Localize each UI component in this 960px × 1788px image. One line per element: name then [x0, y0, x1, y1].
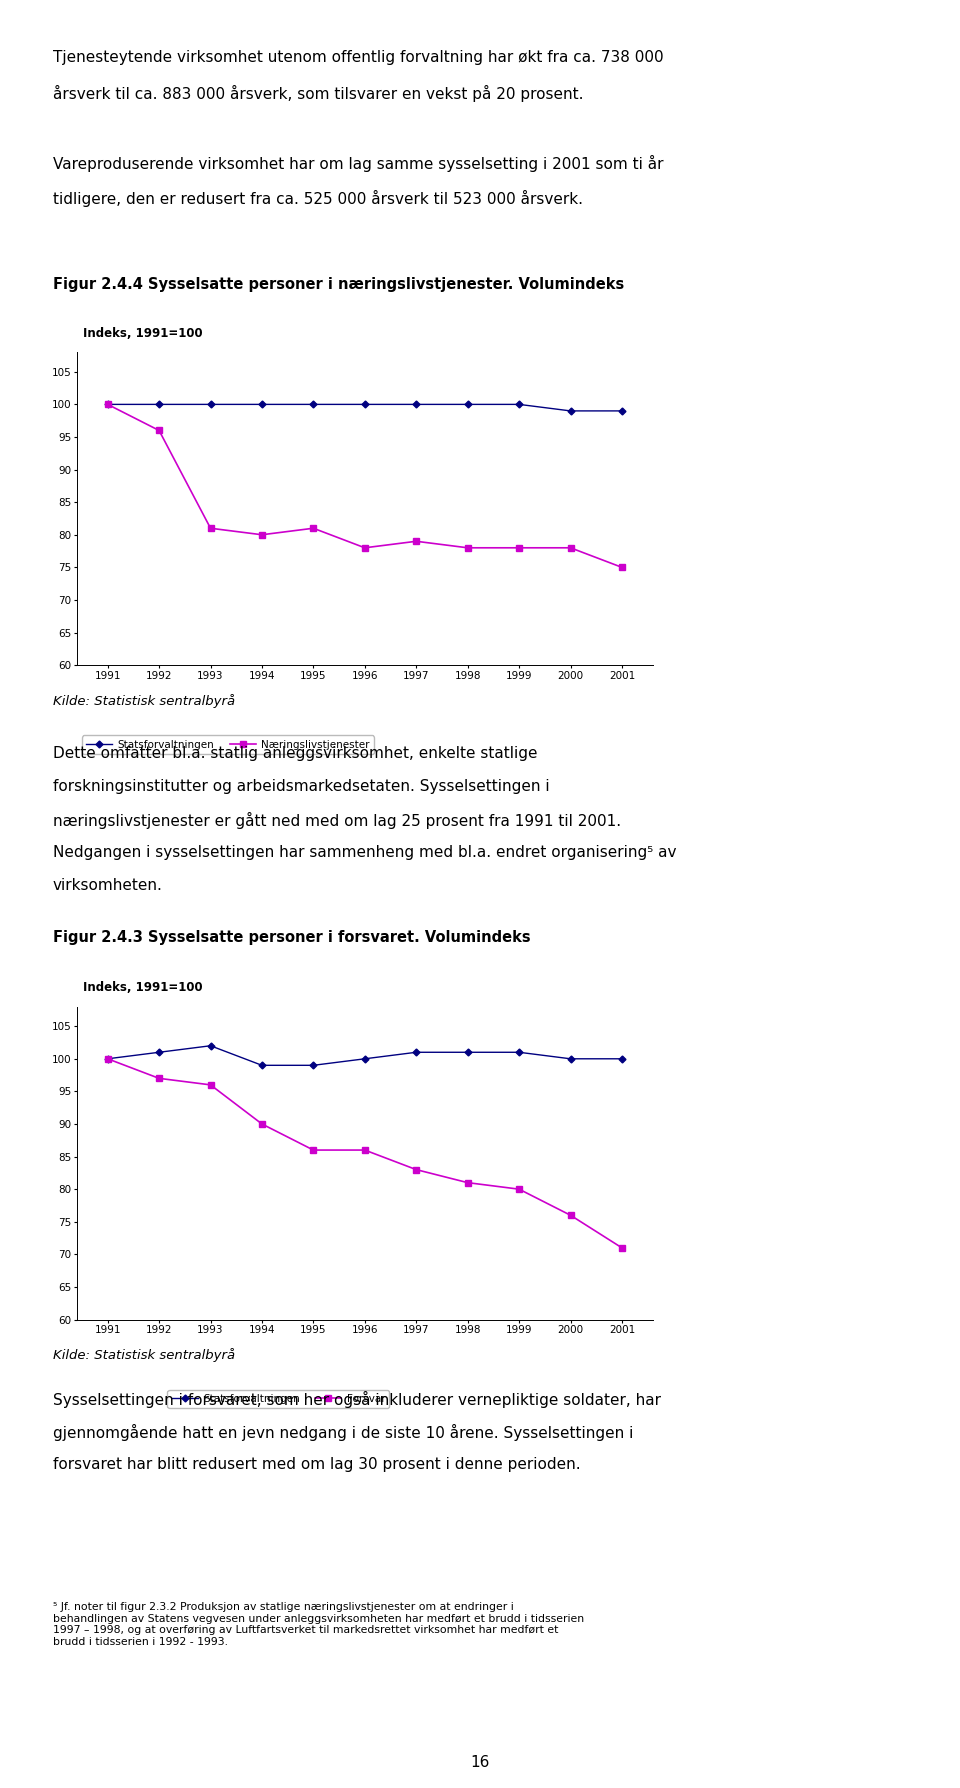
- Text: Figur 2.4.4 Sysselsatte personer i næringslivstjenester. Volumindeks: Figur 2.4.4 Sysselsatte personer i nærin…: [53, 277, 624, 291]
- Text: Kilde: Statistisk sentralbyrå: Kilde: Statistisk sentralbyrå: [53, 694, 235, 708]
- Text: forskningsinstitutter og arbeidsmarkedsetaten. Sysselsettingen i: forskningsinstitutter og arbeidsmarkedse…: [53, 780, 549, 794]
- Text: Indeks, 1991=100: Indeks, 1991=100: [83, 327, 203, 340]
- Text: Nedgangen i sysselsettingen har sammenheng med bl.a. endret organisering⁵ av: Nedgangen i sysselsettingen har sammenhe…: [53, 846, 676, 860]
- Text: gjennomgående hatt en jevn nedgang i de siste 10 årene. Sysselsettingen i: gjennomgående hatt en jevn nedgang i de …: [53, 1423, 634, 1441]
- Text: tidligere, den er redusert fra ca. 525 000 årsverk til 523 000 årsverk.: tidligere, den er redusert fra ca. 525 0…: [53, 190, 583, 207]
- Text: Kilde: Statistisk sentralbyrå: Kilde: Statistisk sentralbyrå: [53, 1348, 235, 1362]
- Text: 16: 16: [470, 1756, 490, 1770]
- Text: forsvaret har blitt redusert med om lag 30 prosent i denne perioden.: forsvaret har blitt redusert med om lag …: [53, 1457, 581, 1472]
- Text: Sysselsettingen i forsvaret, som her også inkluderer vernepliktige soldater, har: Sysselsettingen i forsvaret, som her ogs…: [53, 1391, 660, 1409]
- Text: Vareproduserende virksomhet har om lag samme sysselsetting i 2001 som ti år: Vareproduserende virksomhet har om lag s…: [53, 156, 663, 172]
- Legend: Statsforvaltningen, Forsvar: Statsforvaltningen, Forsvar: [167, 1389, 390, 1409]
- Text: Indeks, 1991=100: Indeks, 1991=100: [83, 982, 203, 994]
- Text: ⁵ Jf. noter til figur 2.3.2 Produksjon av statlige næringslivstjenester om at en: ⁵ Jf. noter til figur 2.3.2 Produksjon a…: [53, 1602, 584, 1647]
- Text: virksomheten.: virksomheten.: [53, 878, 162, 892]
- Text: årsverk til ca. 883 000 årsverk, som tilsvarer en vekst på 20 prosent.: årsverk til ca. 883 000 årsverk, som til…: [53, 86, 584, 102]
- Text: næringslivstjenester er gått ned med om lag 25 prosent fra 1991 til 2001.: næringslivstjenester er gått ned med om …: [53, 812, 621, 830]
- Text: Tjenesteytende virksomhet utenom offentlig forvaltning har økt fra ca. 738 000: Tjenesteytende virksomhet utenom offentl…: [53, 50, 663, 64]
- Text: Dette omfatter bl.a. statlig anleggsvirksomhet, enkelte statlige: Dette omfatter bl.a. statlig anleggsvirk…: [53, 746, 538, 760]
- Text: Figur 2.4.3 Sysselsatte personer i forsvaret. Volumindeks: Figur 2.4.3 Sysselsatte personer i forsv…: [53, 930, 531, 944]
- Legend: Statsforvaltningen, Næringslivstjenester: Statsforvaltningen, Næringslivstjenester: [82, 735, 373, 755]
